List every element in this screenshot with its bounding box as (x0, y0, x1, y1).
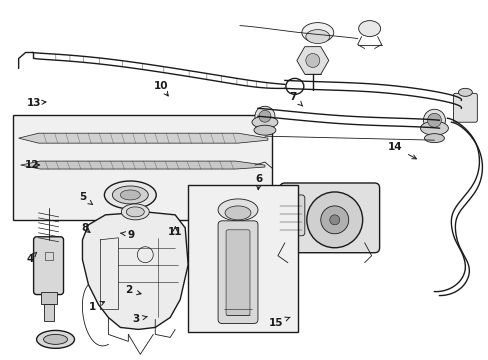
Ellipse shape (457, 88, 471, 96)
Ellipse shape (112, 186, 148, 204)
Ellipse shape (424, 134, 444, 143)
Text: 11: 11 (168, 227, 182, 237)
Ellipse shape (305, 30, 329, 44)
Text: 4: 4 (26, 252, 37, 264)
Ellipse shape (224, 206, 250, 220)
Text: 15: 15 (268, 317, 289, 328)
Ellipse shape (301, 23, 333, 42)
Ellipse shape (423, 109, 445, 131)
Ellipse shape (420, 121, 447, 135)
Polygon shape (82, 212, 188, 329)
FancyBboxPatch shape (276, 195, 304, 236)
Bar (41, 292, 57, 303)
Bar (44, 252, 52, 260)
Ellipse shape (37, 330, 74, 348)
Circle shape (306, 192, 362, 248)
Polygon shape (19, 133, 267, 143)
FancyBboxPatch shape (225, 230, 249, 315)
Ellipse shape (121, 204, 149, 220)
Ellipse shape (120, 190, 140, 200)
FancyBboxPatch shape (452, 93, 476, 122)
Ellipse shape (251, 116, 277, 128)
Circle shape (320, 206, 348, 234)
FancyBboxPatch shape (218, 221, 258, 323)
Bar (13, 115, 271, 220)
Polygon shape (20, 161, 264, 169)
Ellipse shape (126, 207, 144, 217)
Text: 7: 7 (289, 92, 302, 106)
Ellipse shape (254, 106, 274, 126)
Ellipse shape (104, 181, 156, 209)
Text: 1: 1 (88, 302, 104, 312)
Text: 9: 9 (121, 230, 135, 239)
Ellipse shape (253, 125, 275, 135)
Text: 2: 2 (124, 285, 141, 296)
Circle shape (427, 113, 441, 127)
Text: 12: 12 (25, 160, 40, 170)
Text: 14: 14 (386, 142, 416, 159)
Circle shape (329, 215, 339, 225)
Text: 3: 3 (132, 314, 147, 324)
Text: 10: 10 (153, 81, 168, 96)
FancyBboxPatch shape (34, 237, 63, 294)
Text: 13: 13 (26, 98, 46, 108)
Text: 5: 5 (79, 192, 92, 204)
Text: 6: 6 (255, 174, 262, 190)
Bar (188, 185, 297, 332)
Ellipse shape (305, 54, 319, 67)
FancyBboxPatch shape (279, 183, 379, 253)
Ellipse shape (218, 199, 258, 221)
Ellipse shape (358, 21, 380, 37)
Text: 8: 8 (81, 224, 90, 233)
Circle shape (259, 110, 270, 122)
Ellipse shape (43, 334, 67, 345)
Bar (43, 303, 53, 321)
